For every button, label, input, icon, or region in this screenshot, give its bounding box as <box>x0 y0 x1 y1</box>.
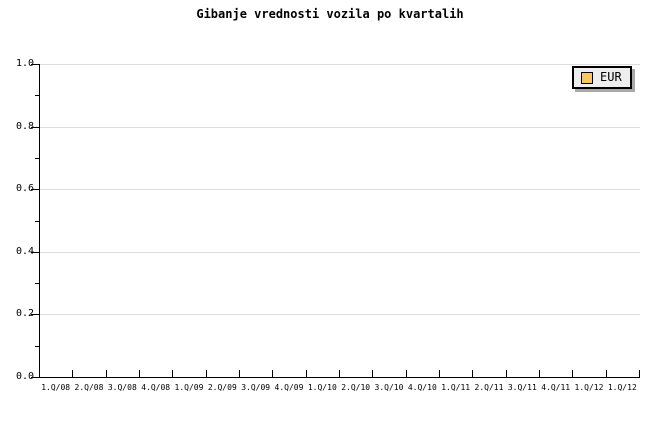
x-tick-label: 3.Q/08 <box>107 383 137 392</box>
x-tick-label: 4.Q/09 <box>274 383 304 392</box>
y-minor-tick <box>35 221 39 222</box>
x-tick-label: 3.Q/10 <box>374 383 404 392</box>
x-tick <box>172 370 173 377</box>
y-gridline <box>40 64 640 65</box>
x-tick <box>472 370 473 377</box>
x-tick-label: 1.Q/09 <box>174 383 204 392</box>
y-tick-label: 0.4 <box>15 246 34 257</box>
x-tick <box>606 370 607 377</box>
x-tick-label: 2.Q/11 <box>474 383 504 392</box>
y-gridline <box>40 314 640 315</box>
legend-label-eur: EUR <box>600 70 622 84</box>
x-tick-label: 2.Q/09 <box>207 383 237 392</box>
y-tick-label: 1.0 <box>15 58 34 69</box>
x-tick <box>506 370 507 377</box>
y-tick-label: 0.8 <box>15 121 34 132</box>
x-tick-label: 4.Q/11 <box>541 383 571 392</box>
eur-series-swatch-icon <box>581 71 593 84</box>
chart-title: Gibanje vrednosti vozila po kvartalih <box>196 7 464 21</box>
x-tick-label: 1.Q/12 <box>574 383 604 392</box>
x-tick <box>106 370 107 377</box>
y-major-tick <box>31 127 39 128</box>
y-tick-label: 0.2 <box>15 308 34 319</box>
x-tick <box>139 370 140 377</box>
x-tick-label: 1.Q/10 <box>307 383 337 392</box>
x-tick-label: 3.Q/11 <box>507 383 537 392</box>
x-tick-label: 4.Q/08 <box>141 383 171 392</box>
x-tick <box>206 370 207 377</box>
x-tick <box>239 370 240 377</box>
y-minor-tick <box>35 158 39 159</box>
x-tick <box>306 370 307 377</box>
x-tick <box>339 370 340 377</box>
y-major-tick <box>31 314 39 315</box>
y-minor-tick <box>35 283 39 284</box>
y-major-tick <box>31 189 39 190</box>
x-tick-label: 2.Q/10 <box>341 383 371 392</box>
x-tick <box>272 370 273 377</box>
x-tick <box>406 370 407 377</box>
x-tick-label: 1.Q/08 <box>41 383 71 392</box>
x-tick <box>539 370 540 377</box>
x-tick <box>639 370 640 377</box>
x-tick <box>572 370 573 377</box>
x-tick-label: 1.Q/12 <box>607 383 637 392</box>
legend: EUR <box>572 66 632 89</box>
y-gridline <box>40 189 640 190</box>
x-tick-label: 2.Q/08 <box>74 383 104 392</box>
y-gridline <box>40 127 640 128</box>
plot-area <box>31 64 640 378</box>
y-major-tick <box>31 377 39 378</box>
y-major-tick <box>31 252 39 253</box>
x-tick <box>72 370 73 377</box>
x-tick-label: 3.Q/09 <box>241 383 271 392</box>
x-tick <box>372 370 373 377</box>
x-tick-label: 4.Q/10 <box>407 383 437 392</box>
x-tick <box>439 370 440 377</box>
x-tick-label: 1.Q/11 <box>441 383 471 392</box>
y-major-tick <box>31 64 39 65</box>
y-tick-label: 0.0 <box>15 371 34 382</box>
y-minor-tick <box>35 346 39 347</box>
y-minor-tick <box>35 95 39 96</box>
y-tick-label: 0.6 <box>15 183 34 194</box>
y-gridline <box>40 252 640 253</box>
